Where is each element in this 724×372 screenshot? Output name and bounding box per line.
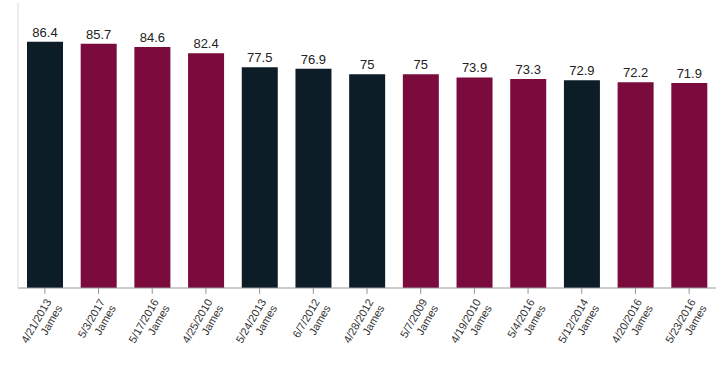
svg-text:72.9: 72.9 [569, 63, 594, 78]
svg-text:5/17/2016James: 5/17/2016James [126, 296, 172, 351]
svg-text:72.2: 72.2 [623, 65, 648, 80]
svg-text:5/12/2014James: 5/12/2014James [555, 296, 601, 351]
svg-text:5/7/2009James: 5/7/2009James [397, 296, 440, 346]
svg-text:4/21/2013James: 4/21/2013James [19, 296, 65, 351]
svg-text:71.9: 71.9 [677, 66, 702, 81]
svg-text:4/25/2010James: 4/25/2010James [180, 296, 226, 351]
svg-text:5/23/2016James: 5/23/2016James [663, 296, 709, 351]
svg-text:5/24/2013James: 5/24/2013James [233, 296, 279, 351]
svg-text:86.4: 86.4 [32, 25, 57, 40]
svg-text:73.3: 73.3 [516, 62, 541, 77]
svg-text:73.9: 73.9 [462, 60, 487, 75]
svg-text:5/4/2016James: 5/4/2016James [505, 296, 548, 346]
svg-text:82.4: 82.4 [193, 36, 218, 51]
svg-text:75: 75 [360, 57, 374, 72]
svg-text:5/3/2017James: 5/3/2017James [75, 296, 118, 346]
svg-text:76.9: 76.9 [301, 52, 326, 67]
svg-text:77.5: 77.5 [247, 50, 272, 65]
svg-text:4/20/2016James: 4/20/2016James [609, 296, 655, 351]
svg-text:4/19/2010James: 4/19/2010James [448, 296, 494, 351]
svg-text:84.6: 84.6 [140, 30, 165, 45]
svg-text:85.7: 85.7 [86, 27, 111, 42]
svg-text:4/28/2012James: 4/28/2012James [341, 296, 387, 351]
svg-text:75: 75 [414, 57, 428, 72]
svg-text:6/7/2012James: 6/7/2012James [290, 296, 333, 346]
